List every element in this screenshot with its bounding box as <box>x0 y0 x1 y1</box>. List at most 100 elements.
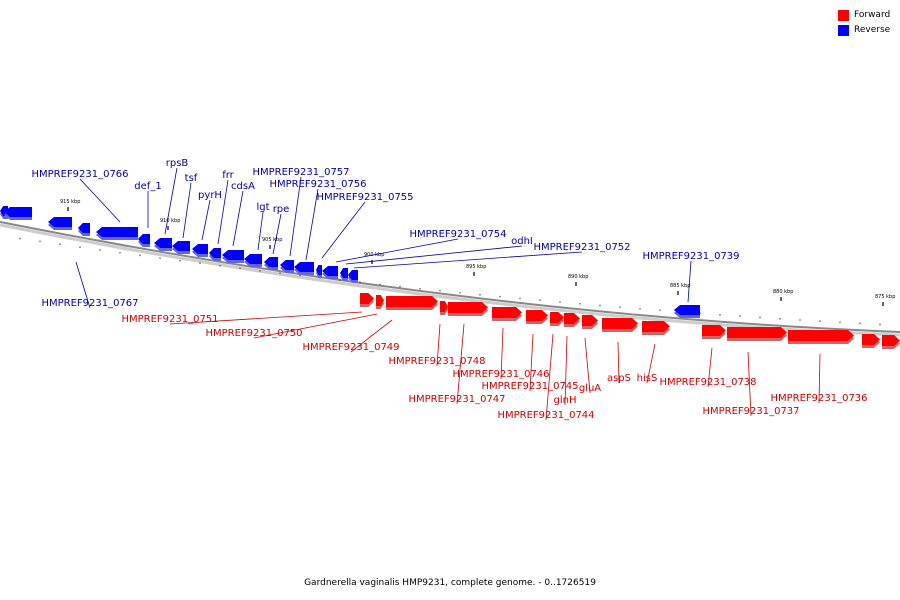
gene-label-text: HMPREF9231_0750 <box>205 328 302 339</box>
forward-gene-arrow <box>440 301 448 312</box>
legend-item-forward: Forward <box>838 8 890 23</box>
reverse-gene-arrow <box>78 223 90 233</box>
forward-gene-arrow <box>564 313 580 324</box>
leader-line <box>545 333 554 421</box>
gene-label: HMPREF9231_0739 <box>642 251 740 303</box>
leader-line <box>818 353 821 404</box>
reverse-gene-arrow <box>294 262 314 272</box>
leader-line <box>305 188 319 261</box>
gene-label-text: rpsB <box>166 158 189 169</box>
forward-gene-arrow <box>862 334 880 345</box>
legend: Forward Reverse <box>838 8 890 38</box>
forward-gene-arrow <box>360 293 374 304</box>
gene-label-text: HMPREF9231_0749 <box>302 342 399 353</box>
reverse-gene-arrow <box>280 260 294 270</box>
gene-label: aspS <box>607 341 631 384</box>
scale-label: 875 kbp <box>875 294 895 300</box>
gene-label: HMPREF9231_0748 <box>388 323 486 367</box>
leader-line <box>687 260 692 303</box>
leader-line <box>79 178 121 223</box>
reverse-gene-arrow <box>138 234 150 244</box>
gene-label-text: hisS <box>637 373 658 384</box>
gene-label-text: gluA <box>579 383 601 394</box>
gene-label-text: HMPREF9231_0746 <box>452 369 549 380</box>
leader-line <box>350 319 393 353</box>
gene-label-text: HMPREF9231_0766 <box>31 169 128 180</box>
leader-line <box>289 176 302 257</box>
gene-label-text: cdsA <box>231 181 255 192</box>
gene-label-text: pyrH <box>198 190 222 201</box>
leader-line <box>217 179 229 245</box>
leader-line <box>321 201 366 259</box>
leader-line <box>646 343 656 384</box>
leader-line <box>584 337 591 394</box>
gene-label-text: HMPREF9231_0752 <box>533 242 630 253</box>
forward-gene-arrow <box>702 325 726 336</box>
gene-label: lgt <box>256 202 270 251</box>
legend-item-reverse: Reverse <box>838 23 890 38</box>
reverse-gene-arrow <box>222 250 244 260</box>
reverse-gene-arrow <box>154 238 172 248</box>
reverse-gene-arrow <box>316 265 322 275</box>
gene-label: rpsB <box>164 158 189 235</box>
leader-line <box>257 211 264 251</box>
gene-label-text: aspS <box>607 373 631 384</box>
reverse-gene-arrow <box>264 257 278 267</box>
gene-label-text: HMPREF9231_0755 <box>316 192 413 203</box>
gene-label: HMPREF9231_0738 <box>659 347 757 388</box>
gene-label: HMPREF9231_0749 <box>302 319 400 353</box>
gene-labels: HMPREF9231_0766 def_1 rpsB tsfpyrHfrrcdsAlg… <box>31 158 867 421</box>
forward-gene-arrow <box>642 321 670 332</box>
leader-line <box>169 311 363 325</box>
leader-line <box>232 190 244 247</box>
gene-label: HMPREF9231_0746 <box>452 327 550 380</box>
leader-line <box>617 341 620 384</box>
leader-line <box>436 323 441 367</box>
forward-swatch <box>838 10 849 21</box>
gene-label: HMPREF9231_0767 <box>41 261 139 309</box>
gene-label: HMPREF9231_0756 <box>269 179 367 261</box>
gene-label: frr <box>217 170 235 245</box>
forward-gene-arrow <box>788 330 854 341</box>
gene-label-text: HMPREF9231_0736 <box>770 393 867 404</box>
gene-label: HMPREF9231_0744 <box>497 333 595 421</box>
gene-label: HMPREF9231_0745 <box>481 333 579 392</box>
leader-line <box>529 333 534 392</box>
gene-label: glnH <box>554 335 576 406</box>
gene-label: cdsA <box>231 181 255 247</box>
gene-arrows <box>0 206 900 349</box>
reverse-gene-arrow <box>348 270 358 280</box>
gene-label: pyrH <box>198 190 222 241</box>
reverse-gene-arrow <box>96 227 138 237</box>
gene-label-text: HMPREF9231_0739 <box>642 251 739 262</box>
forward-gene-arrow <box>376 295 384 306</box>
gene-label-text: HMPREF9231_0767 <box>41 298 138 309</box>
gene-label-text: HMPREF9231_0754 <box>409 229 506 240</box>
gene-label: gluA <box>579 337 601 394</box>
leader-line <box>201 199 211 241</box>
gene-label: tsf <box>182 173 198 239</box>
scale-label: 895 kbp <box>466 264 486 270</box>
reverse-gene-arrow <box>172 241 190 251</box>
forward-gene-arrow <box>727 327 787 338</box>
gene-label-text: def_1 <box>134 181 161 192</box>
gene-label-text: HMPREF9231_0756 <box>269 179 366 190</box>
gene-label: HMPREF9231_0752 <box>353 242 631 269</box>
leader-line <box>182 182 192 239</box>
scale-label: 910 kbp <box>160 218 180 224</box>
leader-line <box>564 335 568 406</box>
map-caption: Gardnerella vaginalis HMP9231, complete … <box>304 578 596 588</box>
forward-gene-arrow <box>492 307 522 318</box>
reverse-gene-arrow <box>340 268 348 278</box>
reverse-gene-arrow <box>674 305 700 315</box>
gene-label: HMPREF9231_0750 <box>205 313 378 339</box>
reverse-gene-arrow <box>322 266 338 276</box>
gene-label-text: HMPREF9231_0747 <box>408 394 505 405</box>
gene-label: HMPREF9231_0747 <box>408 323 506 405</box>
leader-line <box>253 313 378 339</box>
forward-gene-arrow <box>882 335 900 346</box>
leader-line <box>456 323 465 405</box>
gene-label-text: HMPREF9231_0744 <box>497 410 594 421</box>
reverse-gene-arrow <box>244 254 262 264</box>
